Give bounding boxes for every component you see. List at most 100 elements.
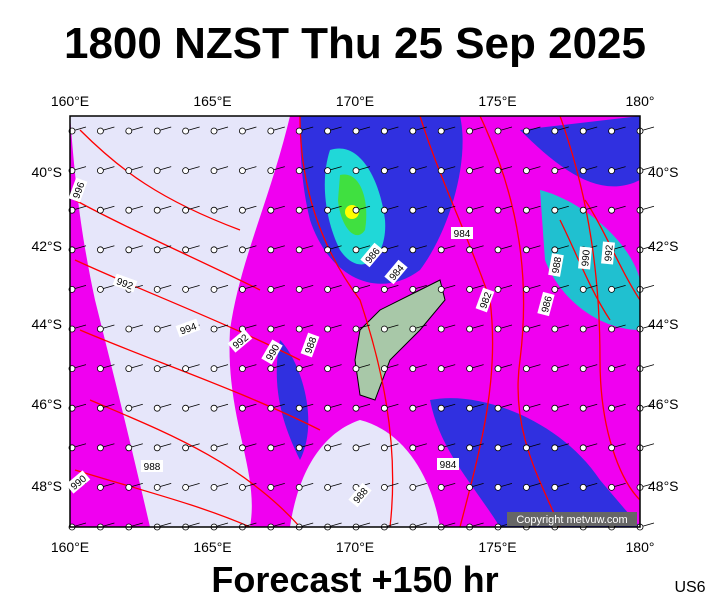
wind-station [523,444,530,452]
wind-station [494,127,502,135]
wind-station [238,285,246,293]
wind-station [295,404,303,412]
contour-label-box [548,253,564,277]
map-frame: Copyright metvuw.com [68,115,655,531]
wind-station [182,246,190,254]
wind-station [153,404,161,412]
contour-label-box [65,470,91,494]
lat-label: 48°S [31,478,62,494]
wind-station [494,246,502,254]
wind-station [210,246,218,254]
contour-label: 984 [437,458,459,471]
wind-station [437,444,445,452]
wind-station [153,365,161,373]
lon-label: 160°E [51,93,89,109]
wind-station [182,285,190,293]
wind-station [523,325,530,333]
wind-station [551,444,559,452]
lat-label: 46°S [31,396,62,412]
wind-station [97,444,104,452]
wind-station [153,206,161,214]
wind-station [494,285,502,293]
wind-station [466,444,474,452]
wind-station [182,206,190,214]
lon-label: 160°E [51,539,89,555]
wind-station [579,285,587,293]
wind-station [523,483,530,491]
wind-station [97,483,104,491]
wind-station [125,127,133,135]
wind-station [125,325,133,333]
contour-label-box [68,177,88,203]
wind-station [437,404,445,412]
region-label: US6 [674,579,705,596]
wind-station [97,325,104,333]
wind-station [409,127,417,135]
wind-station [523,127,530,135]
wind-station [579,167,587,175]
wind-station [295,483,303,491]
copyright: Copyright metvuw.com [516,514,627,526]
wind-station [352,285,360,293]
lon-label: 175°E [478,539,516,555]
wind-station [210,206,218,214]
wind-station [125,365,133,373]
wind-station [437,365,445,373]
wind-station [153,444,161,452]
wind-station [324,483,332,491]
contour-label-box [537,291,555,317]
wind-station [437,246,445,254]
wind-station [352,127,360,135]
wind-station [210,444,218,452]
wind-station [324,206,332,214]
wind-station [494,206,502,214]
wind-station [466,246,474,254]
wind-station [466,127,474,135]
contour-label-box [384,259,408,285]
wind-station [579,444,587,452]
title: 1800 NZST Thu 25 Sep 2025 [64,19,646,68]
wind-station [608,483,615,491]
wind-station [380,325,388,333]
wind-station [324,127,332,135]
wind-station [125,206,133,214]
wind-station [295,127,303,135]
wind-station [608,285,615,293]
wind-station [579,483,587,491]
wind-station [523,365,530,373]
wind-station [238,444,246,452]
contour-label-box [261,339,283,365]
wind-station [409,483,417,491]
wind-station [153,325,161,333]
contour-label-box [451,227,473,239]
wind-station [352,404,360,412]
wind-station [494,325,502,333]
wind-station [579,206,587,214]
wind-station [295,365,303,373]
contour-label-box [112,273,138,293]
wind-station [97,167,104,175]
contour-label-text: 990 [580,249,592,267]
wind-station [437,167,445,175]
wind-station [523,206,530,214]
wind-station [523,404,530,412]
wind-station [380,167,388,175]
wind-station [380,483,388,491]
wind-station [125,444,133,452]
wind-station [494,365,502,373]
contour-label-text: 984 [440,460,457,471]
wind-station [551,325,559,333]
contour-label-text: 986 [540,294,555,313]
wind-station [267,483,275,491]
wind-station [380,206,388,214]
wind-station [437,483,445,491]
copyright-box [507,512,637,526]
wind-station [523,285,530,293]
contour-label-box [475,287,495,313]
wind-station [182,365,190,373]
wind-station [97,404,104,412]
wind-station [352,444,360,452]
wind-station [125,246,133,254]
wind-station [238,365,246,373]
